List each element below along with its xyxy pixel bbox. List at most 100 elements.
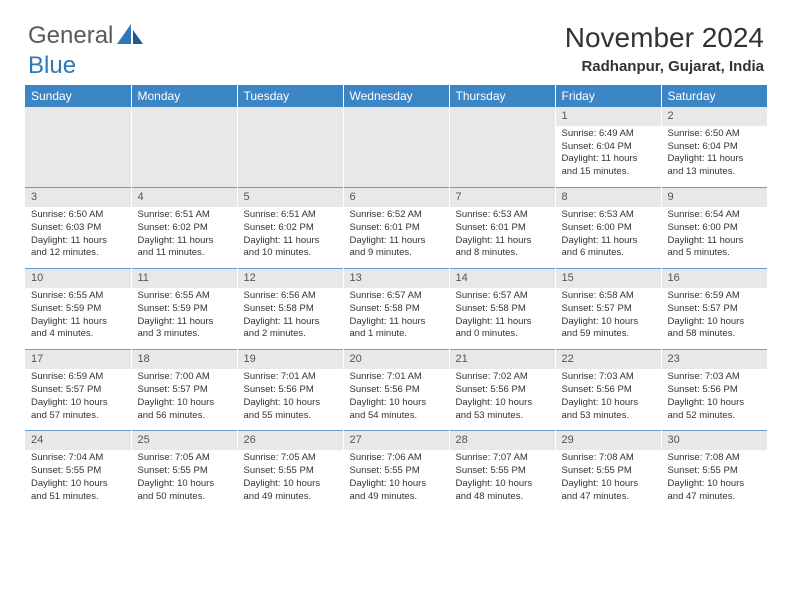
day-line: Sunset: 5:57 PM: [562, 303, 655, 316]
day-line: Daylight: 10 hours: [562, 316, 655, 329]
logo-blue-text-wrap: Blue: [28, 52, 76, 80]
day-content: Sunrise: 7:05 AMSunset: 5:55 PMDaylight:…: [132, 450, 237, 511]
day-number: 7: [450, 187, 555, 207]
day-content: Sunrise: 6:54 AMSunset: 6:00 PMDaylight:…: [662, 207, 768, 268]
empty-daynum: [238, 107, 343, 126]
day-content: Sunrise: 7:04 AMSunset: 5:55 PMDaylight:…: [25, 450, 131, 511]
calendar-cell: [131, 107, 237, 187]
day-number: 17: [25, 349, 131, 369]
calendar-cell: 16Sunrise: 6:59 AMSunset: 5:57 PMDayligh…: [661, 268, 767, 349]
location-label: Radhanpur, Gujarat, India: [565, 58, 764, 75]
day-number: 9: [662, 187, 768, 207]
empty-daynum: [344, 107, 449, 126]
day-line: and 1 minute.: [350, 328, 443, 341]
logo-sail-icon: [117, 24, 143, 49]
calendar-cell: 14Sunrise: 6:57 AMSunset: 5:58 PMDayligh…: [449, 268, 555, 349]
day-line: and 4 minutes.: [31, 328, 125, 341]
day-line: Sunrise: 6:55 AM: [31, 290, 125, 303]
day-number: 4: [132, 187, 237, 207]
calendar-cell: [25, 107, 131, 187]
day-line: Sunrise: 7:04 AM: [31, 452, 125, 465]
day-line: Sunrise: 6:54 AM: [668, 209, 762, 222]
day-line: Sunrise: 6:50 AM: [31, 209, 125, 222]
day-number: 19: [238, 349, 343, 369]
weekday-header: Friday: [555, 85, 661, 107]
day-content: Sunrise: 6:50 AMSunset: 6:04 PMDaylight:…: [662, 126, 768, 187]
calendar-cell: 23Sunrise: 7:03 AMSunset: 5:56 PMDayligh…: [661, 349, 767, 430]
day-line: Daylight: 11 hours: [350, 316, 443, 329]
calendar-cell: [343, 107, 449, 187]
calendar-cell: 25Sunrise: 7:05 AMSunset: 5:55 PMDayligh…: [131, 430, 237, 511]
day-line: and 50 minutes.: [138, 491, 231, 504]
calendar-week-row: 1Sunrise: 6:49 AMSunset: 6:04 PMDaylight…: [25, 107, 767, 187]
day-line: and 54 minutes.: [350, 410, 443, 423]
day-line: and 47 minutes.: [668, 491, 762, 504]
day-number: 11: [132, 268, 237, 288]
day-line: and 8 minutes.: [456, 247, 549, 260]
calendar-cell: 15Sunrise: 6:58 AMSunset: 5:57 PMDayligh…: [555, 268, 661, 349]
day-number: 18: [132, 349, 237, 369]
day-line: Daylight: 10 hours: [456, 478, 549, 491]
calendar-cell: 29Sunrise: 7:08 AMSunset: 5:55 PMDayligh…: [555, 430, 661, 511]
day-content: Sunrise: 6:55 AMSunset: 5:59 PMDaylight:…: [132, 288, 237, 349]
day-content: Sunrise: 6:56 AMSunset: 5:58 PMDaylight:…: [238, 288, 343, 349]
day-line: and 49 minutes.: [350, 491, 443, 504]
day-content: Sunrise: 6:51 AMSunset: 6:02 PMDaylight:…: [238, 207, 343, 268]
day-line: and 52 minutes.: [668, 410, 762, 423]
day-content: Sunrise: 6:59 AMSunset: 5:57 PMDaylight:…: [662, 288, 768, 349]
day-line: and 58 minutes.: [668, 328, 762, 341]
day-line: Daylight: 10 hours: [562, 397, 655, 410]
day-line: Daylight: 11 hours: [456, 316, 549, 329]
day-line: Sunrise: 7:05 AM: [138, 452, 231, 465]
day-number: 3: [25, 187, 131, 207]
day-line: Daylight: 10 hours: [138, 478, 231, 491]
day-number: 30: [662, 430, 768, 450]
day-number: 28: [450, 430, 555, 450]
day-line: Sunset: 5:55 PM: [350, 465, 443, 478]
day-line: Sunrise: 6:49 AM: [562, 128, 655, 141]
calendar-cell: 17Sunrise: 6:59 AMSunset: 5:57 PMDayligh…: [25, 349, 131, 430]
day-line: Daylight: 10 hours: [456, 397, 549, 410]
day-line: Daylight: 11 hours: [456, 235, 549, 248]
day-line: Sunrise: 7:07 AM: [456, 452, 549, 465]
day-line: Sunset: 5:59 PM: [138, 303, 231, 316]
day-line: Sunrise: 6:57 AM: [350, 290, 443, 303]
day-line: and 59 minutes.: [562, 328, 655, 341]
day-line: Sunset: 6:00 PM: [668, 222, 762, 235]
calendar-week-row: 10Sunrise: 6:55 AMSunset: 5:59 PMDayligh…: [25, 268, 767, 349]
day-content: Sunrise: 6:59 AMSunset: 5:57 PMDaylight:…: [25, 369, 131, 430]
day-line: Daylight: 10 hours: [562, 478, 655, 491]
day-line: Sunrise: 6:52 AM: [350, 209, 443, 222]
calendar-cell: 12Sunrise: 6:56 AMSunset: 5:58 PMDayligh…: [237, 268, 343, 349]
day-line: Daylight: 10 hours: [31, 397, 125, 410]
day-content: Sunrise: 7:08 AMSunset: 5:55 PMDaylight:…: [556, 450, 661, 511]
calendar-cell: 18Sunrise: 7:00 AMSunset: 5:57 PMDayligh…: [131, 349, 237, 430]
weekday-header: Tuesday: [237, 85, 343, 107]
day-line: Sunset: 6:04 PM: [562, 141, 655, 154]
day-line: Sunrise: 6:53 AM: [562, 209, 655, 222]
day-line: Daylight: 10 hours: [31, 478, 125, 491]
day-number: 24: [25, 430, 131, 450]
day-number: 6: [344, 187, 449, 207]
calendar-week-row: 3Sunrise: 6:50 AMSunset: 6:03 PMDaylight…: [25, 187, 767, 268]
day-line: and 10 minutes.: [244, 247, 337, 260]
day-line: Sunset: 5:55 PM: [562, 465, 655, 478]
day-line: Daylight: 10 hours: [350, 397, 443, 410]
day-number: 1: [556, 107, 661, 126]
day-content: Sunrise: 6:52 AMSunset: 6:01 PMDaylight:…: [344, 207, 449, 268]
calendar-cell: 13Sunrise: 6:57 AMSunset: 5:58 PMDayligh…: [343, 268, 449, 349]
calendar-week-row: 17Sunrise: 6:59 AMSunset: 5:57 PMDayligh…: [25, 349, 767, 430]
day-line: and 51 minutes.: [31, 491, 125, 504]
weekday-header: Sunday: [25, 85, 131, 107]
day-line: Daylight: 10 hours: [244, 478, 337, 491]
day-number: 16: [662, 268, 768, 288]
day-line: and 55 minutes.: [244, 410, 337, 423]
day-line: Daylight: 10 hours: [244, 397, 337, 410]
day-line: Daylight: 10 hours: [668, 478, 762, 491]
header-bar: General November 2024 Radhanpur, Gujarat…: [0, 0, 792, 85]
day-line: Sunrise: 7:00 AM: [138, 371, 231, 384]
day-number: 2: [662, 107, 768, 126]
calendar-cell: 6Sunrise: 6:52 AMSunset: 6:01 PMDaylight…: [343, 187, 449, 268]
calendar-cell: 4Sunrise: 6:51 AMSunset: 6:02 PMDaylight…: [131, 187, 237, 268]
day-line: Sunset: 5:55 PM: [456, 465, 549, 478]
